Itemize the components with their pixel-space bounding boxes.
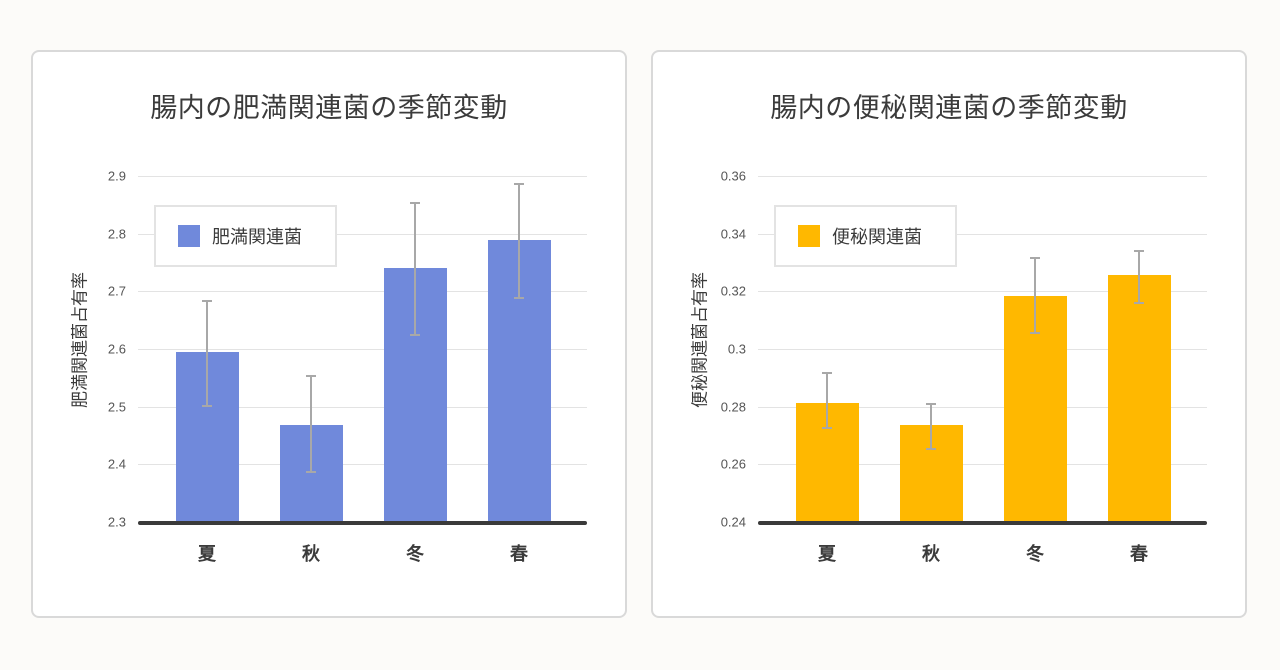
y-tick-label: 0.34 [720,226,746,242]
bar [1107,275,1171,522]
error-bar [518,184,520,299]
gridline [758,291,1207,292]
error-bar-cap [822,371,832,374]
error-bar-cap [1030,257,1040,260]
gridline [138,291,587,292]
error-bar [826,372,828,428]
y-tick-label: 2.9 [107,168,126,184]
plot-area: 2.3 2.4 2.5 2.6 2.7 2.8 2.9 夏 秋 冬 春 [33,52,629,620]
error-bar-cap [514,297,524,300]
x-axis-line [758,521,1207,525]
gridline [758,176,1207,177]
error-bar [206,300,208,407]
y-tick-label: 0.28 [720,399,746,415]
obesity-chart-card: 腸内の肥満関連菌の季節変動 肥満関連菌占有率 2.3 2.4 2.5 2.6 2.7 2.… [31,50,627,618]
error-bar [1034,258,1036,334]
y-tick-label: 0.36 [720,168,746,184]
gridline [758,234,1207,235]
y-tick-label: 2.8 [107,226,126,242]
error-bar-cap [926,402,936,405]
error-bar-cap [1030,332,1040,335]
x-tick-label: 春 [510,544,528,565]
y-tick-label: 2.6 [107,341,126,357]
y-tick-label: 2.5 [107,399,126,415]
error-bar-cap [306,471,316,474]
gridline [758,407,1207,408]
y-tick-label: 0.3 [727,341,746,357]
plot-area: 0.24 0.26 0.28 0.3 0.32 0.34 0.36 夏 秋 冬 春 [653,52,1249,620]
error-bar-cap [306,375,316,378]
error-bar-cap [410,333,420,336]
gridline [138,176,587,177]
gridline [138,407,587,408]
x-tick-label: 夏 [198,544,216,565]
error-bar-cap [514,183,524,186]
legend-swatch [178,225,200,247]
error-bar-cap [1134,249,1144,252]
x-tick-label: 夏 [818,544,836,565]
error-bar-cap [1134,302,1144,305]
gridline [758,349,1207,350]
error-bar [1138,250,1140,304]
y-tick-label: 2.7 [107,283,126,299]
y-tick-label: 0.32 [720,283,746,299]
legend: 便秘関連菌 [774,205,957,267]
chart-title: 腸内の便秘関連菌の季節変動 [770,93,1128,124]
error-bar [310,376,312,473]
error-bar-cap [822,426,832,429]
error-bar [930,403,932,450]
y-tick-label: 0.24 [720,514,746,530]
x-tick-label: 秋 [302,544,320,565]
chart-title: 腸内の肥満関連菌の季節変動 [150,93,508,124]
y-tick-label: 2.4 [107,456,126,472]
x-tick-label: 秋 [922,544,940,565]
error-bar-cap [202,299,212,302]
error-bar-cap [202,405,212,408]
legend-label: 便秘関連菌 [832,227,922,248]
y-tick-label: 2.3 [107,514,126,530]
legend-swatch [798,225,820,247]
gridline [138,349,587,350]
x-axis-line [138,521,587,525]
gridline [138,464,587,465]
x-tick-label: 冬 [406,544,424,565]
gridline [758,464,1207,465]
error-bar-cap [410,202,420,205]
constipation-chart-card: 腸内の便秘関連菌の季節変動 便秘関連菌占有率 0.24 0.26 0.28 0.3 0.… [651,50,1247,618]
y-tick-label: 0.26 [720,456,746,472]
error-bar [414,203,416,335]
error-bar-cap [926,448,936,451]
legend: 肥満関連菌 [154,205,337,267]
legend-label: 肥満関連菌 [212,227,302,248]
x-tick-label: 冬 [1026,544,1044,565]
x-tick-label: 春 [1130,544,1148,565]
gridline [138,234,587,235]
